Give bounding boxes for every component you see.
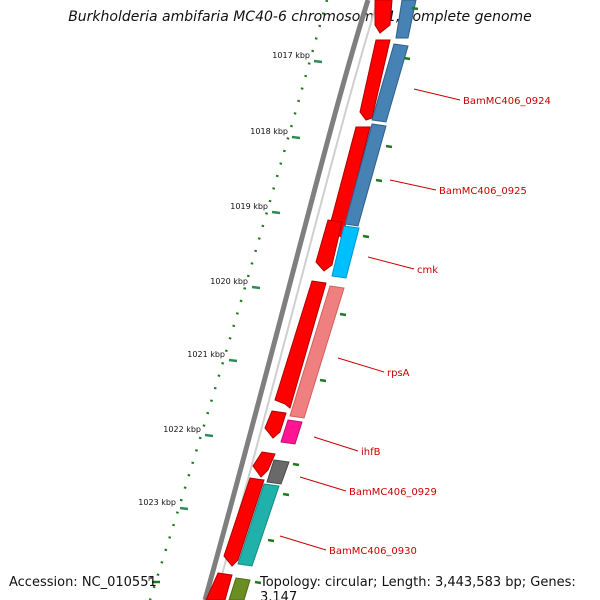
forward-gene [252,451,276,478]
stub [385,144,393,149]
stub [267,538,275,543]
gene-label-leader [389,179,437,191]
accession-suffix: P [148,575,152,583]
tick-mark [251,285,261,290]
tick-ring [148,0,329,600]
backbone-arc [202,0,371,600]
tick-group: 1017 kbp 1018 kbp 1019 kbp 1020 kbp 1021 kbp… [138,51,323,511]
gene-label-leader [413,88,461,101]
gene-bar [331,225,360,279]
stub [362,234,370,239]
gene-label: rpsA [387,368,410,379]
tick-label: 1021 kbp [187,350,225,359]
tick-mark [291,135,301,140]
gene-label-leader [313,436,359,452]
gene-bar [237,483,280,567]
tick-label: 1023 kbp [138,498,176,507]
gene-label: BamMC406_0929 [349,487,437,498]
forward-gene [264,410,287,439]
gene-bar [395,0,417,39]
topology-text: Topology: circular; Length: 3,443,583 bp… [260,575,576,600]
gene-bar [289,285,345,419]
gene-bar [371,43,409,123]
gene-label-leader [299,476,347,492]
tick-label: 1019 kbp [230,202,268,211]
tick-mark [313,59,323,64]
tick-mark [179,506,189,511]
backbone-arc-inner [214,0,379,600]
stub [254,580,262,585]
gene-bar [280,419,303,445]
gene-label-leader [337,357,385,373]
stub [375,178,383,183]
forward-gene [205,572,233,600]
gene-bar [228,577,251,600]
gene-label: ihfB [361,447,381,458]
accession-text: Accession: NC_010551 [9,575,157,590]
forward-gene [315,219,343,272]
forward-gene [223,477,265,567]
stub [411,6,419,11]
stub [319,378,327,383]
map-title: Burkholderia ambifaria MC40-6 chromosome… [68,9,532,25]
tick-label: 1022 kbp [163,425,201,434]
gene-bar [266,459,290,485]
tick-mark [204,433,214,438]
stub [403,56,411,61]
gene-label: cmk [417,265,438,276]
forward-gene [274,280,327,409]
gene-label: BamMC406_0930 [329,546,417,557]
forward-strand-genes [205,0,393,600]
gene-label: BamMC406_0924 [463,96,551,107]
tick-mark [271,210,281,215]
stub [339,312,347,317]
tick-label: 1017 kbp [272,51,310,60]
forward-gene [374,0,393,34]
reverse-stubs [254,6,419,585]
gene-label-leader [367,256,415,270]
gene-bar [344,123,387,227]
stub [292,462,300,467]
tick-mark [228,358,238,363]
forward-gene [359,39,391,121]
reverse-strand-genes [228,0,417,600]
gene-label-leader [279,535,327,551]
tick-label: 1018 kbp [250,127,288,136]
gene-label: BamMC406_0925 [439,186,527,197]
tick-label: 1020 kbp [210,277,248,286]
stub [282,492,290,497]
